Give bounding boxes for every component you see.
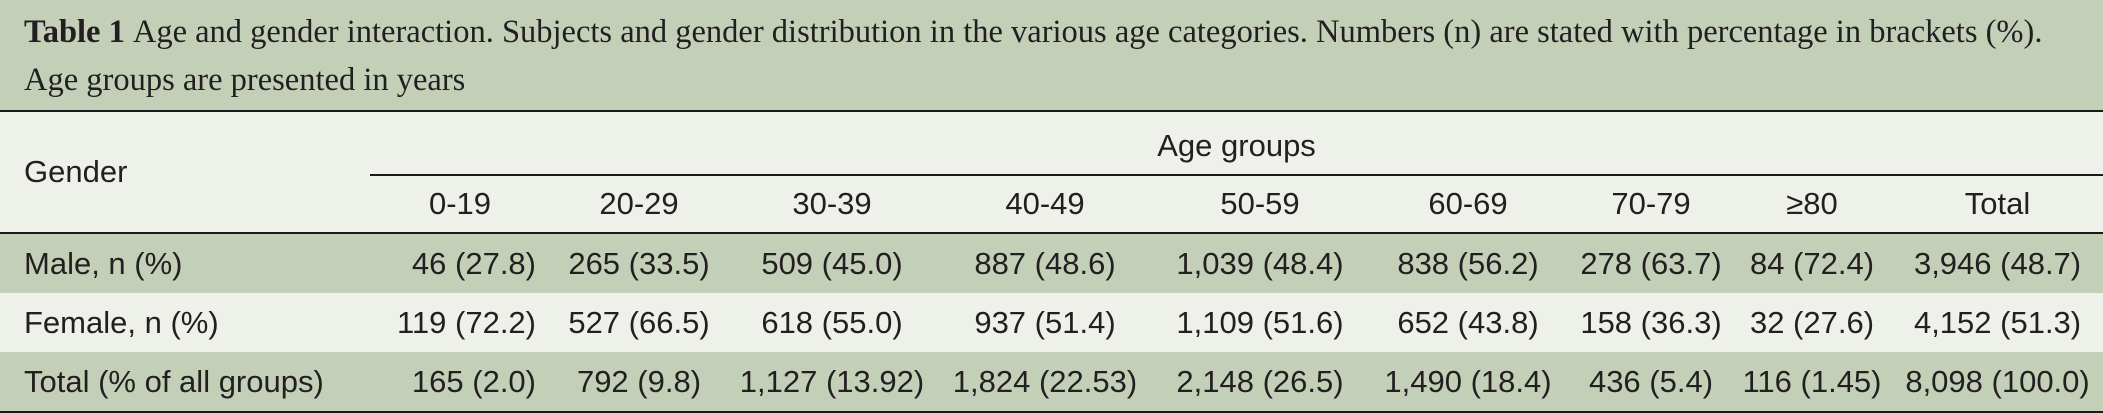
column-header: ≥80	[1732, 175, 1892, 234]
column-header: 0-19	[370, 175, 550, 234]
column-header: Total	[1892, 175, 2103, 234]
table-cell: 265 (33.5)	[550, 233, 728, 293]
header-row-1: Gender Age groups	[0, 112, 2103, 234]
table-cell: 1,109 (51.6)	[1154, 293, 1366, 352]
table-cell: 652 (43.8)	[1366, 293, 1570, 352]
table-cell: 165 (2.0)	[370, 352, 550, 413]
table-row-male: Male, n (%) 46 (27.8) 265 (33.5) 509 (45…	[0, 233, 2103, 293]
row-label: Male, n (%)	[0, 233, 370, 293]
table-cell: 158 (36.3)	[1570, 293, 1732, 352]
caption-text: Age and gender interaction. Subjects and…	[24, 14, 2043, 98]
data-table: Gender Age groups 0-19 20-29 30-39 40-49…	[0, 112, 2103, 413]
table-number: Table 1	[24, 14, 125, 50]
table-cell: 119 (72.2)	[370, 293, 550, 352]
table-cell: 32 (27.6)	[1732, 293, 1892, 352]
column-header: 30-39	[728, 175, 936, 234]
table-cell: 887 (48.6)	[936, 233, 1154, 293]
column-header: 50-59	[1154, 175, 1366, 234]
header-row-2: 0-19 20-29 30-39 40-49 50-59 60-69 70-79…	[0, 175, 2103, 234]
age-groups-header: Age groups	[370, 112, 2103, 176]
row-label: Female, n (%)	[0, 293, 370, 352]
table-cell: 618 (55.0)	[728, 293, 936, 352]
table-cell: 436 (5.4)	[1570, 352, 1732, 413]
table-cell: 509 (45.0)	[728, 233, 936, 293]
row-label: Total (% of all groups)	[0, 352, 370, 413]
table-cell: 937 (51.4)	[936, 293, 1154, 352]
column-header: 70-79	[1570, 175, 1732, 234]
table-row-total: Total (% of all groups) 165 (2.0) 792 (9…	[0, 352, 2103, 413]
gender-header: Gender	[0, 112, 370, 234]
table-cell: 838 (56.2)	[1366, 233, 1570, 293]
table-cell: 278 (63.7)	[1570, 233, 1732, 293]
column-header: 40-49	[936, 175, 1154, 234]
table-cell: 116 (1.45)	[1732, 352, 1892, 413]
table-cell: 792 (9.8)	[550, 352, 728, 413]
table-cell: 1,127 (13.92)	[728, 352, 936, 413]
table-caption: Table 1 Age and gender interaction. Subje…	[0, 0, 2103, 112]
table-cell: 46 (27.8)	[370, 233, 550, 293]
table-row-female: Female, n (%) 119 (72.2) 527 (66.5) 618 …	[0, 293, 2103, 352]
table-cell: 8,098 (100.0)	[1892, 352, 2103, 413]
table-cell: 2,148 (26.5)	[1154, 352, 1366, 413]
table-cell: 3,946 (48.7)	[1892, 233, 2103, 293]
table-cell: 1,824 (22.53)	[936, 352, 1154, 413]
table-cell: 4,152 (51.3)	[1892, 293, 2103, 352]
column-header: 60-69	[1366, 175, 1570, 234]
table-cell: 1,490 (18.4)	[1366, 352, 1570, 413]
table-cell: 527 (66.5)	[550, 293, 728, 352]
column-header: 20-29	[550, 175, 728, 234]
table-cell: 84 (72.4)	[1732, 233, 1892, 293]
table-cell: 1,039 (48.4)	[1154, 233, 1366, 293]
